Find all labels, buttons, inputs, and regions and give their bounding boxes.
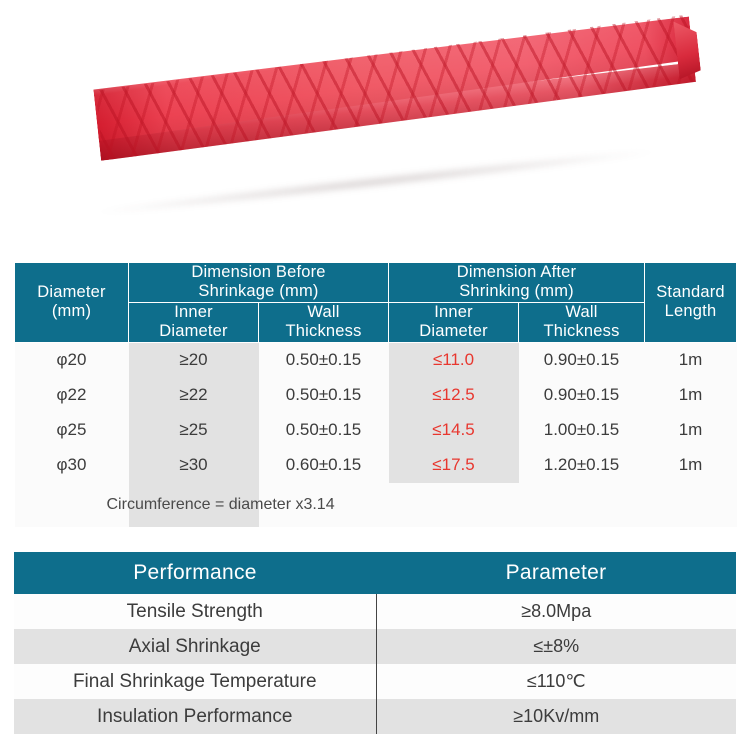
header-wall-thickness-before: Wall Thickness [257, 301, 390, 343]
header-dimension-before-shrinkage: Dimension Before Shrinkage (mm) [127, 262, 390, 303]
note-spacer-left [14, 482, 129, 527]
table-row: φ20 ≥20 0.50±0.15 ≤11.0 0.90±0.15 1m [14, 342, 737, 378]
header-parameter: Parameter [376, 552, 736, 594]
header-inner-before-line2: Diameter [159, 322, 228, 341]
cell-performance-name: Insulation Performance [14, 699, 377, 734]
table-row: φ25 ≥25 0.50±0.15 ≤14.5 1.00±0.15 1m [14, 412, 737, 448]
cell-diameter: φ20 [14, 342, 129, 378]
cell-performance-name: Tensile Strength [14, 594, 377, 629]
cell-inner-before: ≥20 [128, 342, 259, 378]
header-standard-length: Standard Length [644, 262, 738, 343]
cell-wall-after: 1.20±0.15 [518, 447, 645, 483]
spec-header-row-2: Inner Diameter Wall Thickness Inner Diam… [15, 301, 737, 343]
cell-inner-after: ≤17.5 [388, 447, 519, 483]
header-dimension-after-shrinking: Dimension After Shrinking (mm) [388, 262, 646, 303]
cell-wall-before: 0.50±0.15 [258, 342, 389, 378]
header-standard-length-line2: Length [664, 302, 717, 321]
header-wall-after-line1: Wall [565, 302, 598, 321]
product-image [0, 0, 750, 250]
table-row: φ22 ≥22 0.50±0.15 ≤12.5 0.90±0.15 1m [14, 377, 737, 413]
note-spacer-shade [128, 482, 259, 527]
cell-wall-after: 0.90±0.15 [518, 342, 645, 378]
cell-inner-before: ≥30 [128, 447, 259, 483]
header-standard-length-line1: Standard [656, 282, 725, 301]
cell-wall-before: 0.50±0.15 [258, 377, 389, 413]
spec-note-row: Circumference = diameter x3.14 [14, 482, 737, 527]
cell-performance-name: Axial Shrinkage [14, 629, 377, 664]
cell-diameter: φ25 [14, 412, 129, 448]
spec-header-row-1: Diameter (mm) Dimension Before Shrinkage… [14, 262, 738, 343]
cell-performance-value: ≥8.0Mpa [521, 601, 592, 621]
performance-header-row: Performance Parameter [14, 552, 736, 594]
cell-inner-before: ≥25 [128, 412, 259, 448]
cell-diameter: φ30 [14, 447, 129, 483]
cell-standard-length: 1m [644, 412, 737, 448]
header-diameter: Diameter (mm) [14, 262, 129, 343]
cell-standard-length: 1m [644, 342, 737, 378]
performance-table: Performance Parameter Tensile Strength ≥… [14, 552, 736, 734]
cell-standard-length: 1m [644, 377, 737, 413]
cell-wall-before: 0.50±0.15 [258, 412, 389, 448]
circumference-note: Circumference = diameter x3.14 [107, 482, 737, 527]
header-before-line2: Shrinkage (mm) [198, 282, 319, 301]
header-after-line2: Shrinking (mm) [459, 282, 574, 301]
header-inner-diameter-after: Inner Diameter [388, 301, 520, 343]
cell-diameter: φ22 [14, 377, 129, 413]
header-diameter-line2: (mm) [51, 302, 92, 321]
cell-inner-after: ≤14.5 [388, 412, 519, 448]
header-diameter-line1: Diameter [37, 282, 106, 301]
specification-table: Diameter (mm) Dimension Before Shrinkage… [14, 262, 738, 527]
cell-inner-before: ≥22 [128, 377, 259, 413]
header-wall-before-line2: Thickness [285, 322, 362, 341]
cell-performance-value: ≤110℃ [526, 671, 586, 691]
cell-performance-value: ≥10Kv/mm [513, 706, 600, 726]
header-inner-before-line1: Inner [174, 302, 213, 321]
table-row: Axial Shrinkage ≤±8% [14, 629, 736, 664]
cell-wall-before: 0.60±0.15 [258, 447, 389, 483]
header-wall-thickness-after: Wall Thickness [518, 301, 646, 343]
table-row: φ30 ≥30 0.60±0.15 ≤17.5 1.20±0.15 1m [14, 447, 737, 483]
header-inner-after-line2: Diameter [419, 322, 488, 341]
table-row: Insulation Performance ≥10Kv/mm [14, 699, 736, 734]
header-performance: Performance [14, 552, 376, 594]
header-before-line1: Dimension Before [191, 263, 326, 281]
cell-inner-after: ≤12.5 [388, 377, 519, 413]
header-wall-after-line2: Thickness [543, 322, 620, 341]
header-inner-diameter-before: Inner Diameter [128, 301, 259, 343]
cell-standard-length: 1m [644, 447, 737, 483]
header-inner-after-line1: Inner [434, 302, 473, 321]
header-wall-before-line1: Wall [307, 302, 340, 321]
cell-wall-after: 1.00±0.15 [518, 412, 645, 448]
tube-weave-texture [94, 14, 697, 160]
cell-inner-after: ≤11.0 [388, 342, 519, 378]
circumference-note-text: Circumference = diameter x3.14 [106, 495, 335, 513]
table-row: Tensile Strength ≥8.0Mpa [14, 594, 736, 629]
header-after-line1: Dimension After [456, 263, 577, 281]
cell-performance-name: Final Shrinkage Temperature [14, 664, 377, 699]
cell-wall-after: 0.90±0.15 [518, 377, 645, 413]
table-row: Final Shrinkage Temperature ≤110℃ [14, 664, 736, 699]
cell-performance-value: ≤±8% [533, 636, 580, 656]
